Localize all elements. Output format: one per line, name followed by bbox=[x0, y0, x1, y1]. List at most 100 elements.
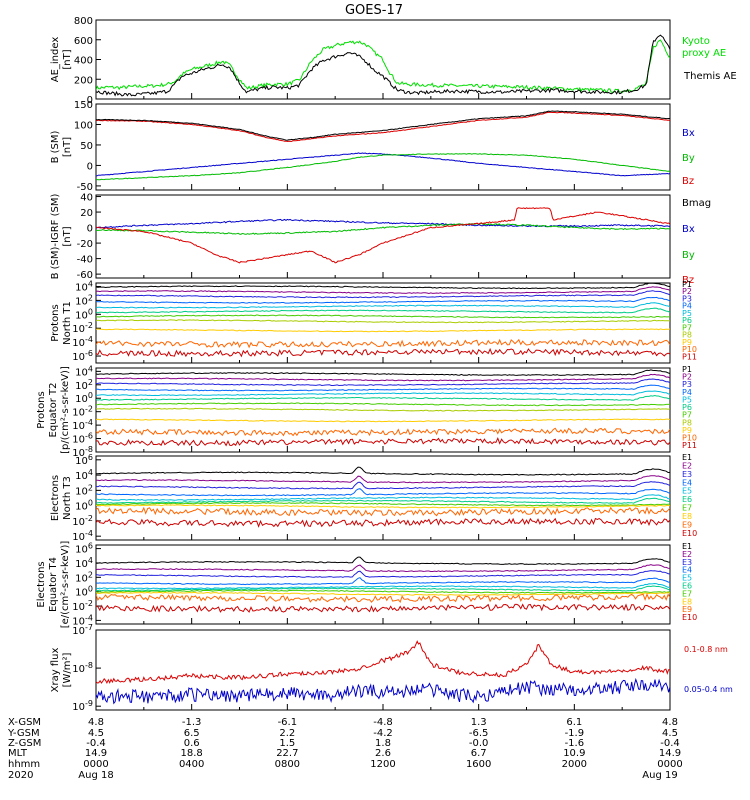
panel-2: 150 100 50 0 -50 B (SM) [nT] Bx By Bz Bmag bbox=[50, 100, 711, 209]
legend-label-p1: P1 bbox=[682, 280, 692, 289]
channel-line-e3 bbox=[96, 481, 670, 490]
x-axis-value: 1.8 bbox=[375, 738, 391, 749]
legend-label-e3: E3 bbox=[682, 470, 692, 479]
legend-label-e5: E5 bbox=[682, 487, 692, 496]
y-axis-label: Protons bbox=[50, 304, 61, 341]
x-axis-value: -0.0 bbox=[469, 738, 489, 749]
y-tick-label: 10-2 bbox=[72, 405, 93, 419]
legend-label-p5: P5 bbox=[682, 395, 692, 404]
y-tick-label: -60 bbox=[77, 270, 93, 281]
legend-label-e8: E8 bbox=[682, 512, 692, 521]
x-axis-value: -0.4 bbox=[86, 738, 106, 749]
year-label: 2020 bbox=[8, 770, 33, 781]
legend-label-bx: Bx bbox=[682, 128, 695, 139]
series-line-0-05-0-4-nm bbox=[96, 677, 670, 705]
y-tick-label: 102 bbox=[75, 570, 93, 584]
y-tick-label: 10-6 bbox=[72, 432, 93, 446]
legend-label-bmag: Bmag bbox=[682, 198, 711, 209]
legend-label-p3: P3 bbox=[682, 294, 692, 303]
y-tick-label: 106 bbox=[75, 453, 93, 467]
x-axis-value: 0800 bbox=[275, 759, 300, 770]
x-axis-value: 6.5 bbox=[184, 728, 200, 739]
y-tick-label: 10-2 bbox=[72, 599, 93, 613]
legend-label-p8: P8 bbox=[682, 418, 692, 427]
y-tick-label: 10-4 bbox=[72, 418, 93, 432]
channel-line-p4 bbox=[96, 384, 670, 392]
legend-label-e7: E7 bbox=[682, 589, 692, 598]
y-tick-label: 400 bbox=[74, 56, 93, 67]
y-axis-label: North T3 bbox=[62, 476, 73, 520]
y-axis-label: AE_index bbox=[50, 37, 61, 83]
x-axis-value: 0000 bbox=[657, 759, 682, 770]
channel-line-e4 bbox=[96, 577, 670, 586]
x-axis-value: 1200 bbox=[370, 759, 395, 770]
legend-label-e6: E6 bbox=[682, 581, 692, 590]
y-tick-label: 104 bbox=[75, 556, 93, 570]
channel-line-p1 bbox=[96, 283, 670, 290]
channel-line-p4 bbox=[96, 296, 670, 304]
y-axis-label: Protons bbox=[36, 391, 47, 428]
y-tick-label: 200 bbox=[74, 75, 93, 86]
series-line-bmag bbox=[96, 110, 670, 141]
x-axis-value: 22.7 bbox=[276, 748, 298, 759]
y-tick-label: 50 bbox=[80, 141, 93, 152]
y-tick-label: 100 bbox=[74, 120, 93, 131]
legend-label-e10: E10 bbox=[682, 613, 697, 622]
channel-line-e7 bbox=[96, 589, 670, 594]
channel-line-e8 bbox=[96, 591, 670, 596]
y-axis-label: Electrons bbox=[36, 561, 47, 607]
x-axis-value: -4.2 bbox=[373, 728, 393, 739]
channel-line-p6 bbox=[96, 307, 670, 314]
legend-label-p11: P11 bbox=[682, 441, 697, 450]
legend-label-e9: E9 bbox=[682, 605, 692, 614]
x-axis-value: -6.1 bbox=[278, 717, 298, 728]
y-tick-label: 20 bbox=[80, 208, 93, 219]
y-axis-label: [nT] bbox=[62, 137, 73, 157]
panel-frame bbox=[95, 103, 671, 191]
y-tick-label: 104 bbox=[75, 279, 93, 293]
y-tick-label: 100 bbox=[75, 585, 93, 599]
y-tick-label: 10-2 bbox=[72, 321, 93, 335]
channel-line-e10 bbox=[96, 517, 670, 528]
series-line-bz bbox=[96, 111, 670, 143]
channel-line-e6 bbox=[96, 585, 670, 592]
legend-label-by: By bbox=[682, 250, 695, 261]
legend-label-e2: E2 bbox=[682, 550, 692, 559]
channel-line-e9 bbox=[96, 593, 670, 604]
x-axis-value: -1.3 bbox=[182, 717, 202, 728]
channel-line-p9 bbox=[96, 328, 670, 333]
channel-line-p5 bbox=[96, 302, 670, 309]
legend-label-themis-ae: Themis AE bbox=[683, 71, 737, 82]
y-tick-label: 10-9 bbox=[72, 699, 93, 713]
x-axis-value: 2000 bbox=[562, 759, 587, 770]
x-axis-value: 6.1 bbox=[566, 717, 582, 728]
channel-line-e6 bbox=[96, 497, 670, 504]
channel-line-e8 bbox=[96, 504, 670, 509]
y-tick-label: 0 bbox=[87, 95, 93, 106]
legend-label-0-1-0-8-nm: 0.1-0.8 nm bbox=[684, 645, 728, 654]
legend-label-p10: P10 bbox=[682, 434, 697, 443]
x-axis-value: 10.9 bbox=[563, 748, 585, 759]
y-tick-label: 104 bbox=[75, 468, 93, 482]
channel-line-e1 bbox=[96, 556, 670, 565]
legend-label-p2: P2 bbox=[682, 373, 692, 382]
y-tick-label: 104 bbox=[75, 364, 93, 378]
x-axis-value: 4.5 bbox=[662, 728, 678, 739]
y-tick-label: 10-8 bbox=[72, 661, 93, 675]
channel-line-e4 bbox=[96, 488, 670, 497]
legend-label-e1: E1 bbox=[682, 542, 692, 551]
channel-line-p11 bbox=[96, 437, 670, 447]
y-tick-label: 10-4 bbox=[72, 613, 93, 627]
legend-label-bx: Bx bbox=[682, 224, 695, 235]
legend-label-p3: P3 bbox=[682, 380, 692, 389]
channel-line-p10 bbox=[96, 427, 670, 437]
x-axis-table: X-GSM 4.8 -1.3 -6.1 -4.8 1.3 6.1 4.8 Y-GSM 4.5 6.5… bbox=[7, 717, 683, 781]
y-axis-label: [nT] bbox=[62, 49, 73, 69]
y-axis-label: North T1 bbox=[62, 301, 73, 345]
legend-label-p7: P7 bbox=[682, 411, 692, 420]
x-axis-row-label: X-GSM bbox=[8, 717, 41, 728]
date-end-label: Aug 19 bbox=[642, 770, 677, 781]
y-axis-label: B (SM)-IGRF (SM) bbox=[50, 194, 61, 280]
